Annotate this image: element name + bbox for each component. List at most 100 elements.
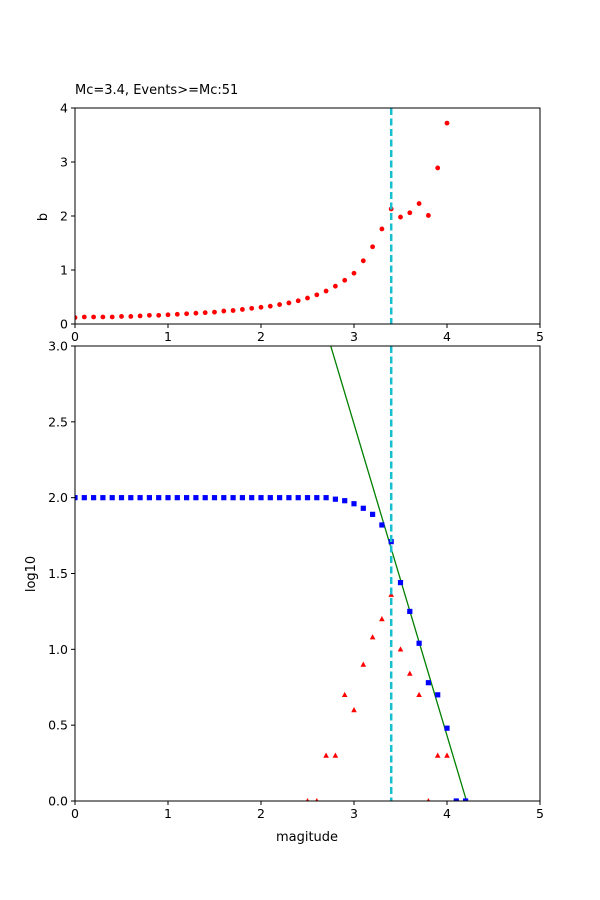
y-tick-label: 0.0 [48, 794, 68, 809]
data-point [193, 495, 199, 501]
data-point [75, 495, 78, 501]
data-point [239, 495, 245, 501]
data-point [463, 798, 469, 801]
data-point [434, 752, 441, 758]
data-point [286, 300, 292, 306]
data-point [75, 315, 78, 320]
data-point [249, 305, 255, 311]
y-tick-label: 0 [60, 317, 68, 332]
data-point [341, 691, 348, 698]
data-point [156, 495, 162, 501]
data-point [202, 310, 208, 316]
x-tick-label: 1 [164, 329, 172, 344]
data-point [267, 495, 273, 501]
data-point [416, 640, 422, 646]
fit-line [330, 346, 468, 801]
data-point [193, 310, 199, 316]
data-point [267, 303, 273, 309]
x-tick-label: 0 [71, 329, 79, 344]
x-tick-label: 0 [71, 806, 79, 821]
data-point [397, 580, 404, 586]
x-tick-label: 5 [536, 329, 544, 344]
data-point [407, 210, 413, 216]
data-point [369, 634, 376, 640]
y-axis-label: b [36, 213, 51, 221]
data-point [147, 312, 152, 318]
data-point [212, 309, 217, 315]
data-point [295, 298, 301, 304]
data-point [100, 495, 106, 501]
data-point [453, 798, 459, 801]
data-point [426, 213, 431, 218]
data-point [323, 752, 329, 758]
data-point [304, 495, 311, 501]
data-point [165, 312, 171, 318]
data-point [332, 496, 338, 502]
data-point [425, 680, 431, 686]
data-point [379, 522, 385, 528]
data-point [407, 670, 413, 676]
data-point [286, 495, 292, 501]
data-point [416, 691, 422, 698]
chart-title: Mc=3.4, Events>=Mc:51 [75, 83, 238, 98]
data-point [277, 495, 283, 501]
data-point [137, 313, 143, 319]
x-tick-label: 3 [350, 329, 358, 344]
data-point [416, 201, 422, 206]
data-point [370, 511, 376, 517]
y-tick-label: 2 [60, 209, 68, 224]
data-point [351, 501, 357, 507]
b-value-plot-area: 0 1 2 3 4 5 0 1 2 3 4 [60, 101, 544, 345]
data-point [249, 495, 255, 501]
data-point [211, 495, 218, 501]
x-tick-label: 4 [443, 806, 451, 821]
data-point [184, 495, 190, 501]
data-point [342, 498, 348, 504]
data-point [128, 495, 134, 501]
data-point [315, 798, 319, 801]
data-point [305, 295, 310, 301]
data-point [240, 307, 245, 312]
data-point [397, 646, 404, 652]
y-tick-label: 1.0 [48, 642, 68, 657]
data-point [351, 707, 357, 713]
y-axis-label: log10 [24, 556, 39, 592]
data-point [156, 312, 162, 318]
data-point [277, 302, 282, 307]
x-tick-label: 2 [257, 329, 265, 344]
data-point [323, 288, 329, 294]
data-point [360, 258, 366, 264]
data-point [370, 244, 375, 250]
data-point [342, 277, 348, 283]
x-tick-label: 5 [536, 806, 544, 821]
data-point [379, 616, 385, 622]
data-point [351, 270, 357, 276]
y-tick-label: 2.5 [48, 414, 68, 429]
y-tick-label: 0.5 [48, 718, 68, 733]
data-point [100, 314, 106, 320]
data-point [314, 495, 320, 501]
b-value-panel: Mc=3.4, Events>=Mc:51 b 0 1 2 3 4 5 0 1 2 3 4 [36, 83, 544, 344]
data-point [426, 798, 431, 801]
data-point [221, 308, 227, 314]
data-point [202, 495, 208, 501]
data-point [323, 495, 329, 501]
data-point [174, 311, 180, 317]
data-point [221, 495, 227, 501]
data-point [119, 314, 124, 319]
x-tick-label: 4 [443, 329, 451, 344]
y-tick-label: 1 [60, 263, 68, 278]
x-tick-label: 3 [350, 806, 358, 821]
data-point [444, 752, 450, 758]
data-point [295, 495, 301, 501]
magnitude-frequency-plot-area: 0 1 2 3 4 5 0.0 0.5 1.0 1.5 2.0 2.5 3.0 [48, 339, 544, 822]
data-point [258, 495, 264, 501]
data-point [444, 120, 450, 126]
data-point [109, 314, 115, 320]
data-point [230, 308, 236, 313]
plot-background [75, 108, 540, 324]
data-point [444, 725, 450, 731]
data-point [165, 495, 171, 501]
data-point [333, 283, 338, 289]
data-point [81, 495, 87, 501]
